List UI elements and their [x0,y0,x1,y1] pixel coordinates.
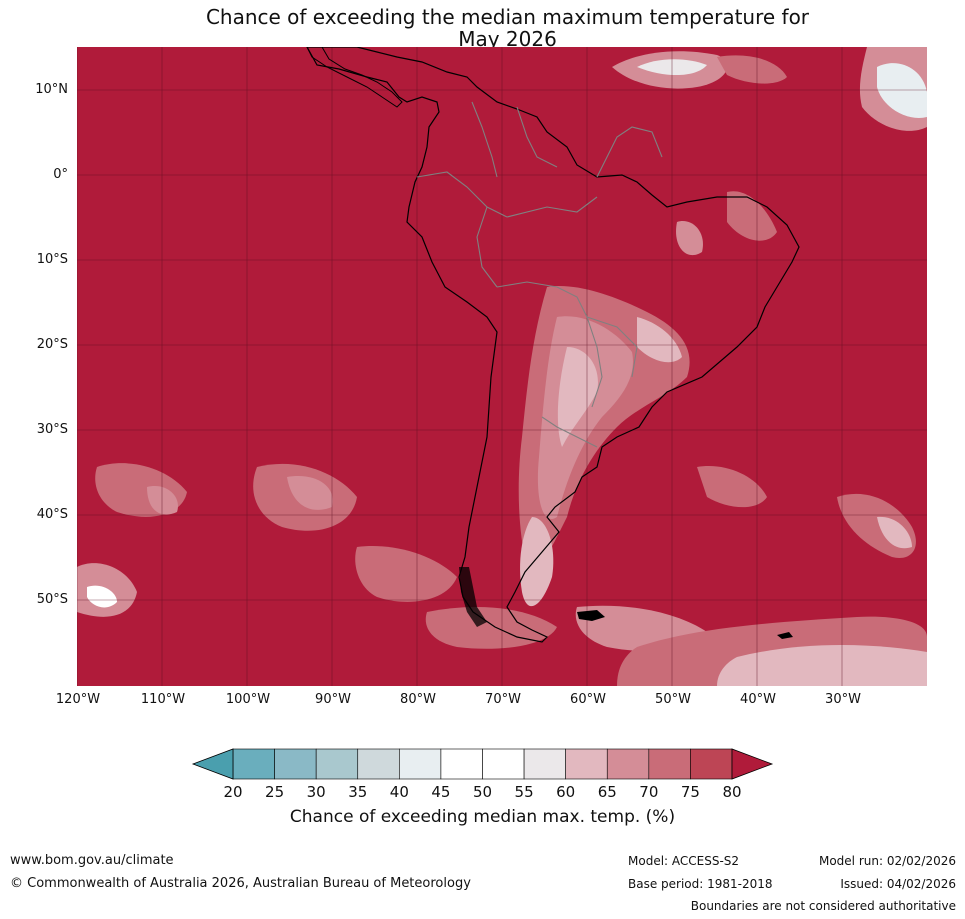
lon-tick-label: 80°W [400,692,436,707]
colorbar-segment [440,748,483,780]
lat-tick-label: 0° [53,167,68,182]
colorbar-tick-label: 70 [639,783,659,801]
colorbar-tick-label: 45 [431,783,451,801]
footer-disclaimer: Boundaries are not considered authoritat… [690,899,956,913]
footer-copyright: © Commonwealth of Australia 2026, Austra… [10,876,471,891]
colorbar-segment [606,748,650,780]
colorbar-tick-label: 35 [348,783,368,801]
colorbar-segment [523,748,566,780]
lon-tick-label: 70°W [485,692,521,707]
map-title-line2: May 2026 [458,27,557,51]
colorbar-label: Chance of exceeding median max. temp. (%… [289,807,676,827]
colorbar-tick-label: 50 [472,783,493,801]
colorbar-tick-label: 60 [556,783,576,801]
lon-tick-label: 50°W [655,692,691,707]
colorbar-tick-label: 65 [597,783,617,801]
lat-tick-label: 20°S [36,337,68,352]
colorbar-tick-label: 20 [223,783,243,801]
colorbar-tick-label: 75 [680,783,700,801]
probability-map [77,47,927,686]
lon-tick-label: 120°W [55,692,101,707]
colorbar-segment [482,748,525,780]
footer-base-period: Base period: 1981-2018 [628,877,773,891]
lon-tick-label: 60°W [570,692,606,707]
colorbar-above-arrow [731,748,774,780]
patagonia-islands [459,567,487,627]
colorbar-segment [690,748,733,780]
lon-tick-label: 30°W [825,692,861,707]
lat-tick-label: 50°S [36,592,68,607]
footer-website: www.bom.gov.au/climate [10,853,174,868]
colorbar-segment [399,748,442,780]
colorbar-segment [357,748,400,780]
country-borders [416,101,663,448]
colorbar-segment [315,748,359,780]
lon-tick-label: 100°W [225,692,271,707]
colorbar-tick-label: 40 [389,783,409,801]
lon-tick-label: 90°W [315,692,351,707]
map-title-line1: Chance of exceeding the median maximum t… [205,5,810,29]
footer-model: Model: ACCESS-S2 [628,854,740,868]
colorbar-tick-label: 25 [265,783,285,801]
south-georgia [777,632,793,639]
lat-tick-label: 10°N [35,82,68,97]
falkland-islands [577,610,605,621]
colorbar-segment [274,748,317,780]
colorbar-below-arrow [191,748,234,780]
footer-model-run: Model run: 02/02/2026 [818,854,956,868]
coastline-central-america [306,47,403,108]
colorbar [191,748,774,780]
footer-issued: Issued: 04/02/2026 [840,877,956,891]
colorbar-tick-label: 55 [514,783,534,801]
lon-tick-label: 110°W [140,692,186,707]
lon-tick-label: 40°W [740,692,776,707]
colorbar-segment [565,748,608,780]
lat-tick-label: 40°S [36,507,68,522]
lat-tick-label: 30°S [36,422,68,437]
colorbar-segment [648,748,691,780]
probability-patches [77,47,927,686]
lat-tick-label: 10°S [36,252,68,267]
colorbar-segment [232,748,275,780]
colorbar-tick-label: 80 [722,783,742,801]
graticule [77,47,927,686]
colorbar-tick-label: 30 [306,783,326,801]
